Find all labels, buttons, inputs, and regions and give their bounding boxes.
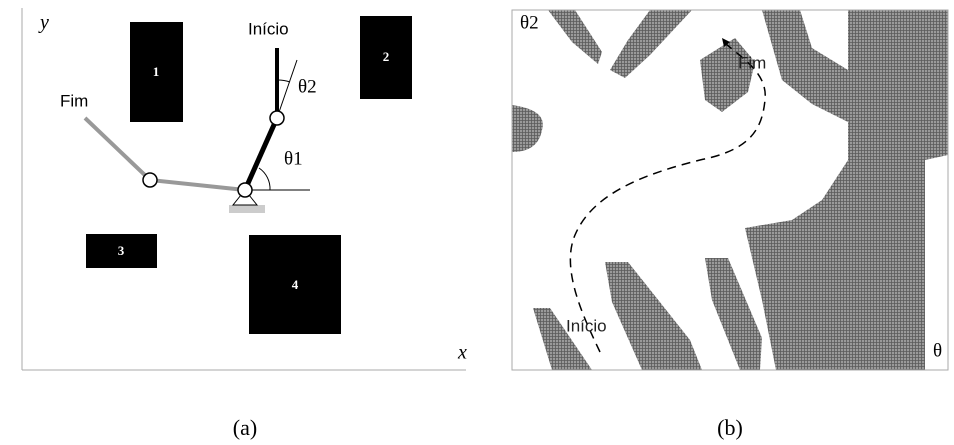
obstacle-region (605, 262, 702, 370)
joint (270, 111, 284, 125)
caption: (a) (233, 415, 257, 440)
label: θ2 (298, 76, 317, 97)
label: θ1 (284, 148, 303, 169)
obstacle-region (705, 258, 762, 370)
label: Fim (738, 53, 766, 72)
obstacle-region (745, 10, 948, 370)
obstacle-label: 3 (118, 243, 125, 258)
obstacle-region (548, 10, 602, 64)
caption: (b) (717, 415, 743, 440)
joint (238, 183, 252, 197)
base (229, 205, 265, 213)
obstacle-region (762, 10, 848, 122)
axis-label: θ2 (520, 12, 539, 33)
label: Início (566, 316, 607, 335)
axis-label: y (38, 12, 49, 34)
arm-start (245, 118, 277, 190)
axis-label: x (457, 342, 467, 364)
panel-a: y x 1 2 3 4 Início Fim θ2 θ1 (22, 8, 467, 370)
axis-label: θ (933, 340, 942, 361)
obstacle-label: 4 (292, 277, 299, 292)
label: Fim (60, 91, 88, 110)
reference-line (277, 60, 297, 118)
angle-arc (259, 168, 270, 190)
obstacle-label: 2 (383, 49, 390, 64)
arm-end (85, 118, 245, 190)
joint (143, 173, 157, 187)
obstacle-region (512, 105, 543, 152)
obstacle-label: 1 (153, 64, 160, 79)
figure: y x 1 2 3 4 Início Fim θ2 θ1 (0, 0, 954, 445)
obstacle-region (700, 38, 755, 112)
obstacle-region (610, 10, 692, 78)
label: Início (248, 19, 289, 38)
panel-b: θ2 θ Fim Início (512, 10, 948, 370)
